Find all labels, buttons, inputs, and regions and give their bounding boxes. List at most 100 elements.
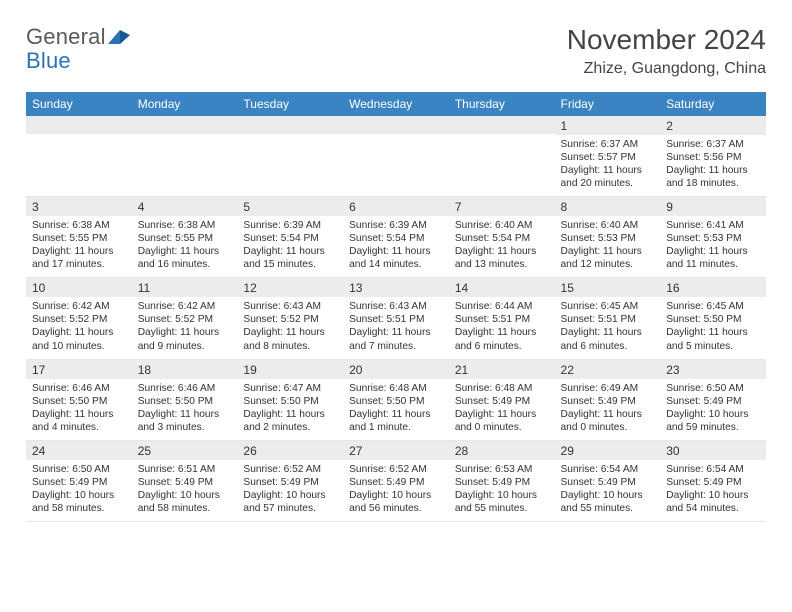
daylight-text: Daylight: 11 hours and 18 minutes. (666, 164, 760, 190)
daylight-text: Daylight: 11 hours and 0 minutes. (455, 408, 549, 434)
day-cell: 11Sunrise: 6:42 AMSunset: 5:52 PMDayligh… (132, 278, 238, 359)
day-body: Sunrise: 6:37 AMSunset: 5:57 PMDaylight:… (555, 135, 661, 196)
day-cell (26, 116, 132, 197)
day-body: Sunrise: 6:54 AMSunset: 5:49 PMDaylight:… (555, 460, 661, 521)
sunset-text: Sunset: 5:54 PM (455, 232, 549, 245)
day-cell: 2Sunrise: 6:37 AMSunset: 5:56 PMDaylight… (660, 116, 766, 197)
sunset-text: Sunset: 5:49 PM (561, 395, 655, 408)
sunrise-text: Sunrise: 6:46 AM (138, 382, 232, 395)
day-number: 9 (660, 197, 766, 216)
empty-day-bar (449, 116, 555, 134)
sunrise-text: Sunrise: 6:54 AM (561, 463, 655, 476)
sunset-text: Sunset: 5:49 PM (32, 476, 126, 489)
day-body: Sunrise: 6:43 AMSunset: 5:51 PMDaylight:… (343, 297, 449, 358)
sunset-text: Sunset: 5:49 PM (138, 476, 232, 489)
sunset-text: Sunset: 5:49 PM (666, 476, 760, 489)
week-row: 3Sunrise: 6:38 AMSunset: 5:55 PMDaylight… (26, 197, 766, 278)
day-number: 14 (449, 278, 555, 297)
daylight-text: Daylight: 11 hours and 10 minutes. (32, 326, 126, 352)
daylight-text: Daylight: 11 hours and 16 minutes. (138, 245, 232, 271)
empty-day-bar (26, 116, 132, 134)
sunset-text: Sunset: 5:49 PM (455, 395, 549, 408)
day-number: 20 (343, 360, 449, 379)
sunrise-text: Sunrise: 6:44 AM (455, 300, 549, 313)
empty-day-bar (343, 116, 449, 134)
day-number: 24 (26, 441, 132, 460)
day-number: 5 (237, 197, 343, 216)
day-body: Sunrise: 6:49 AMSunset: 5:49 PMDaylight:… (555, 379, 661, 440)
day-number: 2 (660, 116, 766, 135)
sunset-text: Sunset: 5:53 PM (666, 232, 760, 245)
day-cell: 13Sunrise: 6:43 AMSunset: 5:51 PMDayligh… (343, 278, 449, 359)
week-row: 10Sunrise: 6:42 AMSunset: 5:52 PMDayligh… (26, 278, 766, 359)
logo-word2: Blue (26, 48, 71, 73)
day-number: 16 (660, 278, 766, 297)
day-number: 4 (132, 197, 238, 216)
day-body: Sunrise: 6:51 AMSunset: 5:49 PMDaylight:… (132, 460, 238, 521)
day-cell (237, 116, 343, 197)
day-number: 26 (237, 441, 343, 460)
daylight-text: Daylight: 10 hours and 55 minutes. (561, 489, 655, 515)
day-cell: 15Sunrise: 6:45 AMSunset: 5:51 PMDayligh… (555, 278, 661, 359)
sunset-text: Sunset: 5:54 PM (243, 232, 337, 245)
day-body: Sunrise: 6:48 AMSunset: 5:49 PMDaylight:… (449, 379, 555, 440)
day-cell: 9Sunrise: 6:41 AMSunset: 5:53 PMDaylight… (660, 197, 766, 278)
day-header: Thursday (449, 92, 555, 116)
sunrise-text: Sunrise: 6:39 AM (349, 219, 443, 232)
day-body: Sunrise: 6:42 AMSunset: 5:52 PMDaylight:… (132, 297, 238, 358)
daylight-text: Daylight: 11 hours and 2 minutes. (243, 408, 337, 434)
day-cell: 1Sunrise: 6:37 AMSunset: 5:57 PMDaylight… (555, 116, 661, 197)
day-cell: 20Sunrise: 6:48 AMSunset: 5:50 PMDayligh… (343, 359, 449, 440)
day-cell: 10Sunrise: 6:42 AMSunset: 5:52 PMDayligh… (26, 278, 132, 359)
sunrise-text: Sunrise: 6:54 AM (666, 463, 760, 476)
day-cell: 4Sunrise: 6:38 AMSunset: 5:55 PMDaylight… (132, 197, 238, 278)
day-number: 3 (26, 197, 132, 216)
day-body: Sunrise: 6:50 AMSunset: 5:49 PMDaylight:… (660, 379, 766, 440)
empty-day-body (132, 134, 238, 196)
day-cell (132, 116, 238, 197)
day-number: 12 (237, 278, 343, 297)
day-number: 13 (343, 278, 449, 297)
day-body: Sunrise: 6:39 AMSunset: 5:54 PMDaylight:… (343, 216, 449, 277)
sunrise-text: Sunrise: 6:53 AM (455, 463, 549, 476)
day-body: Sunrise: 6:44 AMSunset: 5:51 PMDaylight:… (449, 297, 555, 358)
daylight-text: Daylight: 10 hours and 54 minutes. (666, 489, 760, 515)
sunrise-text: Sunrise: 6:46 AM (32, 382, 126, 395)
daylight-text: Daylight: 11 hours and 4 minutes. (32, 408, 126, 434)
week-row: 24Sunrise: 6:50 AMSunset: 5:49 PMDayligh… (26, 440, 766, 521)
sunrise-text: Sunrise: 6:42 AM (138, 300, 232, 313)
sunset-text: Sunset: 5:55 PM (32, 232, 126, 245)
day-header: Monday (132, 92, 238, 116)
day-body: Sunrise: 6:38 AMSunset: 5:55 PMDaylight:… (132, 216, 238, 277)
sunset-text: Sunset: 5:56 PM (666, 151, 760, 164)
logo: General (26, 24, 132, 50)
empty-day-body (237, 134, 343, 196)
sunset-text: Sunset: 5:50 PM (243, 395, 337, 408)
month-title: November 2024 (567, 24, 766, 56)
day-body: Sunrise: 6:45 AMSunset: 5:50 PMDaylight:… (660, 297, 766, 358)
day-number: 15 (555, 278, 661, 297)
day-cell: 24Sunrise: 6:50 AMSunset: 5:49 PMDayligh… (26, 440, 132, 521)
day-body: Sunrise: 6:48 AMSunset: 5:50 PMDaylight:… (343, 379, 449, 440)
day-header: Saturday (660, 92, 766, 116)
daylight-text: Daylight: 11 hours and 13 minutes. (455, 245, 549, 271)
sunrise-text: Sunrise: 6:50 AM (666, 382, 760, 395)
day-header: Friday (555, 92, 661, 116)
sunset-text: Sunset: 5:49 PM (561, 476, 655, 489)
sunrise-text: Sunrise: 6:48 AM (349, 382, 443, 395)
day-body: Sunrise: 6:46 AMSunset: 5:50 PMDaylight:… (132, 379, 238, 440)
sunset-text: Sunset: 5:51 PM (349, 313, 443, 326)
day-body: Sunrise: 6:39 AMSunset: 5:54 PMDaylight:… (237, 216, 343, 277)
day-header: Sunday (26, 92, 132, 116)
day-body: Sunrise: 6:52 AMSunset: 5:49 PMDaylight:… (343, 460, 449, 521)
sunrise-text: Sunrise: 6:45 AM (666, 300, 760, 313)
sunrise-text: Sunrise: 6:41 AM (666, 219, 760, 232)
daylight-text: Daylight: 10 hours and 59 minutes. (666, 408, 760, 434)
day-number: 27 (343, 441, 449, 460)
day-number: 25 (132, 441, 238, 460)
day-body: Sunrise: 6:50 AMSunset: 5:49 PMDaylight:… (26, 460, 132, 521)
sunset-text: Sunset: 5:53 PM (561, 232, 655, 245)
day-cell: 7Sunrise: 6:40 AMSunset: 5:54 PMDaylight… (449, 197, 555, 278)
daylight-text: Daylight: 11 hours and 6 minutes. (455, 326, 549, 352)
sunrise-text: Sunrise: 6:49 AM (561, 382, 655, 395)
